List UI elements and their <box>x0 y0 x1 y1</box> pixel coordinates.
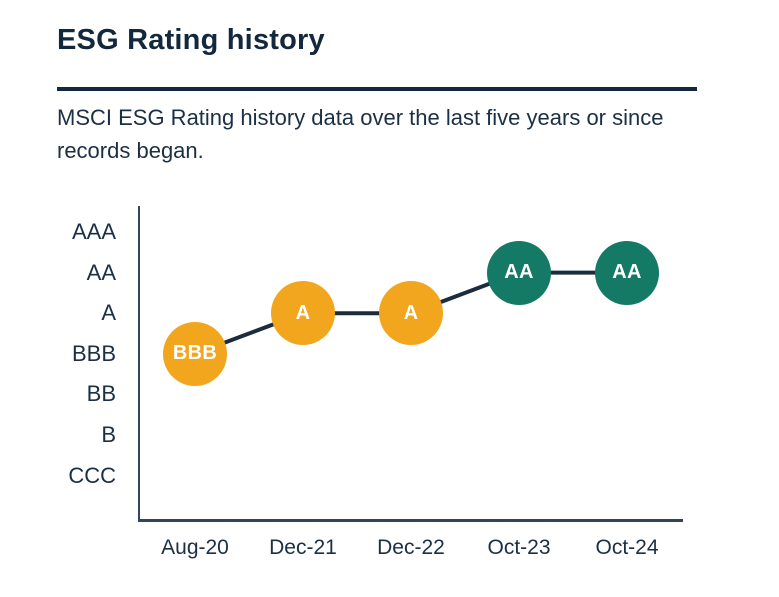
y-axis-label-aa: AA <box>86 259 116 285</box>
y-axis-line <box>138 206 140 522</box>
rating-point-oct-24: AA <box>595 240 659 305</box>
x-axis-label-dec-21: Dec-21 <box>269 536 337 559</box>
rating-point-dec-22: A <box>379 281 443 346</box>
x-axis-label-dec-22: Dec-22 <box>377 536 445 559</box>
rating-point-dec-21: A <box>271 281 335 346</box>
x-axis-label-oct-24: Oct-24 <box>595 536 659 559</box>
x-axis-label-oct-23: Oct-23 <box>487 536 551 559</box>
y-axis-label-bbb: BBB <box>71 340 116 366</box>
y-axis-label-a: A <box>101 300 116 326</box>
chart-description-line-1: MSCI ESG Rating history data over the la… <box>57 105 664 130</box>
chart-description: MSCI ESG Rating history data over the la… <box>57 101 663 167</box>
y-axis-label-ccc: CCC <box>68 462 116 488</box>
y-axis-label-bb: BB <box>86 381 116 407</box>
chart-description-line-2: records began. <box>57 138 204 163</box>
page-title: ESG Rating history <box>57 24 325 56</box>
x-axis-label-aug-20: Aug-20 <box>161 536 229 559</box>
x-axis-line <box>138 519 683 522</box>
y-axis-label-b: B <box>101 422 116 447</box>
y-axis-label-aaa: AAA <box>71 219 116 244</box>
rating-point-oct-23: AA <box>487 240 551 305</box>
rating-point-aug-20: BBB <box>163 321 227 386</box>
title-divider <box>57 87 697 91</box>
